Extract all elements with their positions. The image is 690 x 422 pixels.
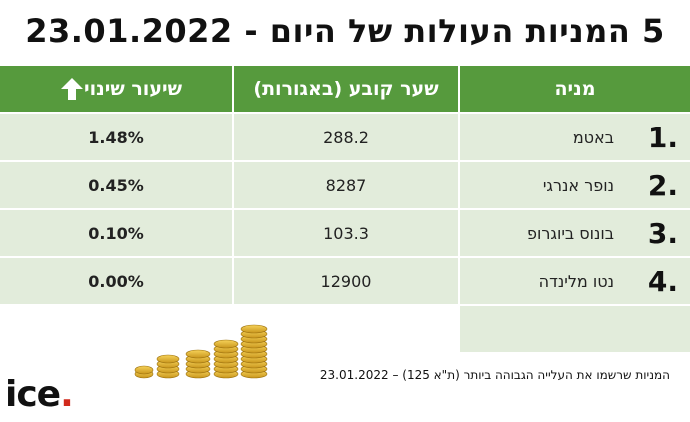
logo-dot: . (60, 374, 74, 415)
price-cell: 12900 (234, 258, 458, 304)
stock-cell: 1. באטמ (460, 114, 690, 160)
stock-name: נופר אנרגי (542, 175, 614, 195)
stock-name: בונוס ביוגרופ (526, 223, 614, 243)
ice-logo: ice. (5, 374, 74, 415)
header-stock: מניה (460, 66, 690, 112)
row-rank: 1. (647, 120, 678, 154)
table-row: 2. נופר אנרגי 8287 0.45% (0, 162, 690, 208)
stock-cell: 4. נטו מלינדה (460, 258, 690, 304)
row-rank: 2. (647, 168, 678, 202)
change-cell: 0.00% (0, 258, 232, 304)
change-cell: 1.48% (0, 114, 232, 160)
stock-name: נטו מלינדה (538, 271, 614, 291)
price-cell: 8287 (234, 162, 458, 208)
empty-cell (460, 306, 690, 352)
empty-cell (234, 306, 458, 352)
row-rank: 3. (647, 216, 678, 250)
price-cell: 288.2 (234, 114, 458, 160)
table-row-empty (0, 306, 690, 352)
change-cell: 0.10% (0, 210, 232, 256)
header-change: שיעור שינוי (0, 66, 232, 112)
stock-cell: 2. נופר אנרגי (460, 162, 690, 208)
page-title: 5 המניות העולות של היום - 23.01.2022 (25, 12, 665, 50)
logo-text: ice (5, 374, 61, 415)
table-row: 4. נטו מלינדה 12900 0.00% (0, 258, 690, 304)
price-cell: 103.3 (234, 210, 458, 256)
footnote: המניות שרשמו את העלייה הגבוהה ביותר (ת"א… (319, 368, 670, 382)
table-row: 1. באטמ 288.2 1.48% (0, 114, 690, 160)
header-change-label: שיעור שינוי (84, 78, 182, 100)
row-rank: 4. (647, 264, 678, 298)
change-cell: 0.45% (0, 162, 232, 208)
arrow-up-icon (61, 78, 84, 100)
stock-cell: 3. בונוס ביוגרופ (460, 210, 690, 256)
stock-name: באטמ (572, 127, 614, 147)
coin-stacks-icon (134, 324, 268, 379)
table-header-row: מניה שער קובע (באגורות) שיעור שינוי (0, 66, 690, 112)
header-price: שער קובע (באגורות) (234, 66, 458, 112)
empty-cell (0, 306, 232, 352)
table-row: 3. בונוס ביוגרופ 103.3 0.10% (0, 210, 690, 256)
